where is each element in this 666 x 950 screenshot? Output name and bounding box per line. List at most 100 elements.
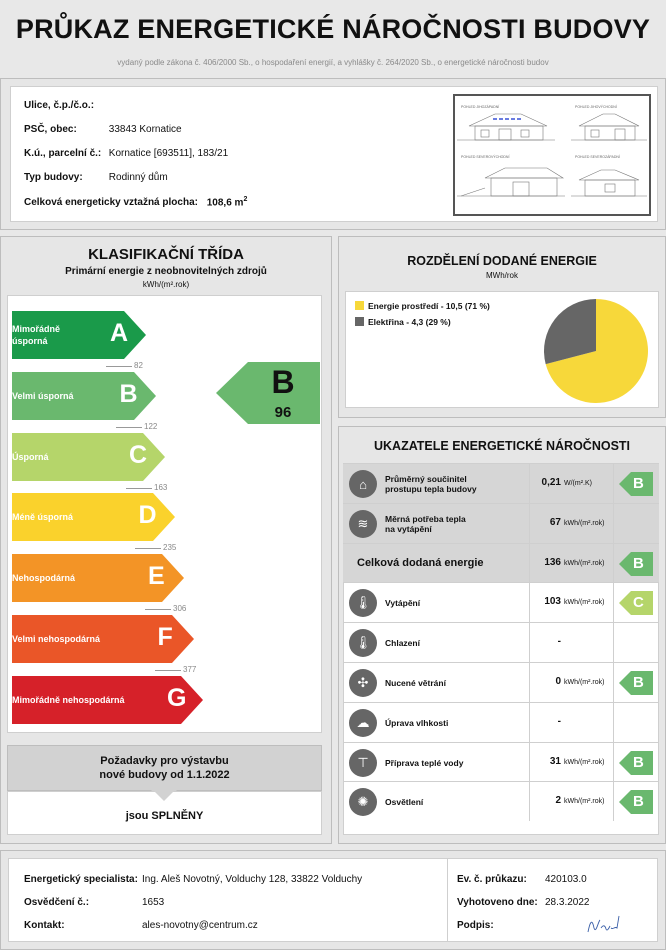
faucet-icon: ⊤ <box>349 749 377 777</box>
class-arrow-e: Nehospodárná E <box>12 554 184 602</box>
indicator-value: 0,21 <box>541 477 561 488</box>
ku-row: K.ú., parcelní č.: Kornatice [693511], 1… <box>24 148 228 159</box>
ev-value: 420103.0 <box>545 874 587 885</box>
indicator-value: - <box>557 636 561 647</box>
view-label-1: POHLED JIHOZÁPADNÍ <box>461 105 499 109</box>
result-value: 96 <box>274 404 292 421</box>
requirements-title-1: Požadavky pro výstavbu <box>100 755 229 767</box>
light-bulb-icon: ✺ <box>349 788 377 816</box>
indicator-row: ☁ Úprava vlhkosti - <box>343 702 659 742</box>
building-drawing: POHLED JIHOZÁPADNÍ POHLED JIHOVÝCHODNÍ P… <box>453 94 651 216</box>
value-divider <box>529 583 530 622</box>
classification-title: KLASIFIKAČNÍ TŘÍDA <box>88 246 244 263</box>
value-divider <box>529 504 530 543</box>
indicator-value: 31 <box>549 756 561 767</box>
psc-row: PSČ, obec: 33843 Kornatice <box>24 124 182 135</box>
class-arrow-a: Mimořádně úsporná A <box>12 311 146 359</box>
house-icon: ⌂ <box>349 470 377 498</box>
view-label-4: POHLED SEVEROZÁPADNÍ <box>575 155 620 159</box>
class-threshold: 163 <box>125 483 168 492</box>
value-divider <box>529 623 530 662</box>
class-arrow-d: Méně úsporná D <box>12 493 175 541</box>
specialist-label: Energetický specialista: <box>24 874 138 885</box>
date-label: Vyhotoveno dne: <box>457 897 538 908</box>
sign-label: Podpis: <box>457 920 494 931</box>
class-threshold: 82 <box>106 361 143 370</box>
indicator-value: 136 <box>544 557 561 568</box>
indicator-unit: kWh/(m².rok) <box>564 520 605 527</box>
specialist-value: Ing. Aleš Novotný, Volduchy 128, 33822 V… <box>142 874 363 885</box>
classification-unit: kWh/(m².rok) <box>142 280 190 289</box>
indicator-name: Osvětlení <box>385 797 424 807</box>
indicator-unit: kWh/(m².rok) <box>564 599 605 606</box>
distribution-unit: MWh/rok <box>486 271 518 280</box>
class-threshold: 306 <box>144 604 187 613</box>
class-letter: F <box>157 623 173 651</box>
badge-divider <box>613 544 614 583</box>
pie-slice-1 <box>545 299 648 403</box>
indicator-unit: kWh/(m².rok) <box>564 759 605 766</box>
indicator-unit: kWh/(m².rok) <box>564 560 605 567</box>
fan-icon: ✣ <box>349 669 377 697</box>
class-letter: A <box>110 319 129 347</box>
psc-value: 33843 Kornatice <box>108 124 182 135</box>
requirements-status: jsou SPLNĚNY <box>125 810 204 822</box>
class-letter: E <box>148 562 165 590</box>
indicator-row: ✣ Nucené větrání 0 kWh/(m².rok) B <box>343 662 659 702</box>
requirements-pointer-inner <box>153 790 175 801</box>
indicator-row: Celková dodaná energie 136 kWh/(m².rok) B <box>343 543 659 583</box>
type-row: Typ budovy: Rodinný dům <box>24 172 168 183</box>
indicator-name: Celková dodaná energie <box>357 557 484 569</box>
psc-label: PSČ, obec: <box>24 124 77 135</box>
badge-letter: B <box>633 475 644 492</box>
page-title: PRŮKAZ ENERGETICKÉ NÁROČNOSTI BUDOVY <box>15 14 651 44</box>
ku-label: K.ú., parcelní č.: <box>24 148 102 159</box>
classification-subtitle: Primární energie z neobnovitelných zdroj… <box>65 266 267 277</box>
class-letter: B <box>119 380 138 408</box>
indicator-value: 103 <box>544 596 561 607</box>
distribution-title: ROZDĚLENÍ DODANÉ ENERGIE <box>407 254 597 268</box>
page-subtitle: vydaný podle zákona č. 406/2000 Sb., o h… <box>117 58 549 67</box>
indicator-name: Průměrný součinitel prostupu tepla budovy <box>385 474 477 494</box>
view-label-2: POHLED JIHOVÝCHODNÍ <box>575 105 617 109</box>
indicator-row: 🌡 Chlazení - <box>343 622 659 662</box>
humidity-icon: ☁ <box>349 709 377 737</box>
indicator-class-badge: C <box>619 591 653 615</box>
indicator-class-badge: B <box>619 671 653 695</box>
indicator-class-badge: B <box>619 790 653 814</box>
class-letter: D <box>138 501 157 529</box>
value-divider <box>529 464 530 503</box>
indicator-name: Vytápění <box>385 598 421 608</box>
badge-letter: B <box>633 555 644 572</box>
type-value: Rodinný dům <box>108 172 168 183</box>
class-threshold: 235 <box>134 543 177 552</box>
class-label: Mimořádně nehospodárná <box>12 695 125 705</box>
badge-divider <box>613 504 614 543</box>
street-label: Ulice, č.p./č.o.: <box>24 100 95 111</box>
class-arrow-c: Úsporná C <box>12 433 165 481</box>
badge-divider <box>613 583 614 622</box>
ev-label: Ev. č. průkazu: <box>457 874 527 885</box>
legend-item-1: Energie prostředí - 10,5 (71 %) <box>355 301 490 311</box>
badge-divider <box>613 743 614 782</box>
indicator-row: ⌂ Průměrný součinitel prostupu tepla budov… <box>343 463 659 503</box>
indicator-class-badge: B <box>619 751 653 775</box>
pie-chart <box>544 299 648 403</box>
badge-letter: B <box>633 793 644 810</box>
view-label-3: POHLED SEVEROVÝCHODNÍ <box>461 155 509 159</box>
badge-divider <box>613 782 614 821</box>
class-label: Velmi úsporná <box>12 391 74 401</box>
badge-divider <box>613 663 614 702</box>
indicator-name: Úprava vlhkosti <box>385 718 449 728</box>
class-threshold: 377 <box>154 665 197 674</box>
value-divider <box>529 703 530 742</box>
thermometer-plus-icon: 🌡 <box>349 589 377 617</box>
indicator-name: Měrná potřeba tepla na vytápění <box>385 514 466 534</box>
cert-label: Osvědčení č.: <box>24 897 90 908</box>
class-letter: C <box>129 441 148 469</box>
class-arrow-g: Mimořádně nehospodárná G <box>12 676 203 724</box>
requirements-title-2: nové budovy od 1.1.2022 <box>99 769 230 781</box>
class-label: Úsporná <box>12 452 49 462</box>
indicator-row: ⊤ Příprava teplé vody 31 kWh/(m².rok) B <box>343 742 659 782</box>
indicator-class-badge: B <box>619 552 653 576</box>
